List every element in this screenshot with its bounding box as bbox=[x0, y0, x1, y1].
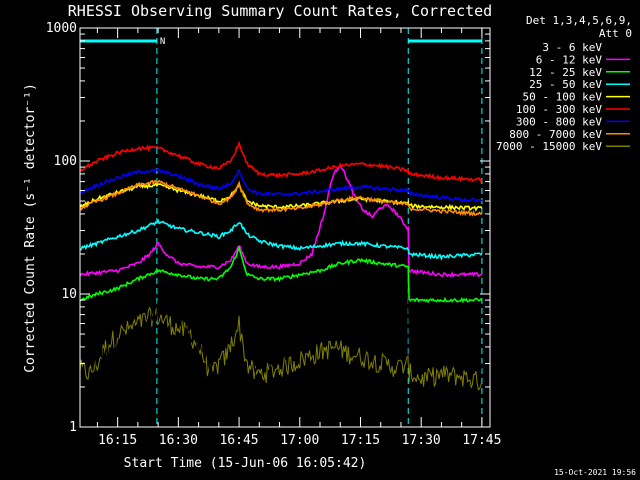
x-tick-label: 17:45 bbox=[462, 433, 501, 448]
series-line bbox=[79, 244, 483, 304]
series-line bbox=[79, 168, 483, 203]
legend-entry-label: 12 - 25 keV bbox=[529, 66, 602, 79]
series-lines bbox=[79, 140, 483, 391]
y-axis-ticks: 1 10 100 1000 bbox=[46, 21, 490, 435]
series-line bbox=[79, 163, 482, 278]
legend-entry-label: 50 - 100 keV bbox=[523, 91, 603, 104]
series-line bbox=[79, 197, 483, 375]
x-axis-ticks: 16:15 16:30 16:45 17:00 17:15 17:30 17:45 bbox=[96, 28, 501, 448]
x-tick-label: 16:15 bbox=[98, 433, 137, 448]
legend-header-line-2: Att 0 bbox=[599, 27, 632, 40]
y-tick-label: 10 bbox=[61, 287, 77, 302]
legend-entry-label: 25 - 50 keV bbox=[529, 78, 602, 91]
y-tick-label: 100 bbox=[54, 154, 77, 169]
legend-entry-label: 100 - 300 keV bbox=[516, 103, 602, 116]
night-bar-label: N bbox=[160, 37, 165, 47]
legend-header-line-1: Det 1,3,4,5,6,9, bbox=[526, 14, 632, 27]
legend-entry-label: 6 - 12 keV bbox=[536, 53, 603, 66]
series-line bbox=[79, 179, 482, 217]
plot-frame bbox=[79, 27, 491, 428]
series-line bbox=[79, 306, 483, 391]
legend-entry-label: 3 - 6 keV bbox=[542, 41, 602, 54]
x-axis-label: Start Time (15-Jun-06 16:05:42) bbox=[124, 456, 367, 471]
series-line bbox=[79, 218, 483, 261]
legend-entry-label: 300 - 800 keV bbox=[516, 115, 602, 128]
x-tick-label: 16:45 bbox=[219, 433, 258, 448]
y-tick-label: 1000 bbox=[46, 21, 77, 36]
y-tick-label: 1 bbox=[69, 420, 77, 435]
chart-title: RHESSI Observing Summary Count Rates, Co… bbox=[68, 2, 492, 20]
x-tick-label: 17:30 bbox=[402, 433, 441, 448]
timestamp: 15-Oct-2021 19:56 bbox=[554, 468, 636, 477]
x-tick-label: 17:00 bbox=[280, 433, 319, 448]
legend-entry-label: 7000 - 15000 keV bbox=[496, 140, 602, 153]
series-line bbox=[79, 140, 483, 184]
y-axis-label: Corrected Count Rate (s⁻¹ detector⁻¹) bbox=[23, 83, 38, 373]
series-line bbox=[79, 181, 483, 212]
legend-entry-label: 800 - 7000 keV bbox=[509, 128, 602, 141]
x-tick-label: 16:30 bbox=[159, 433, 198, 448]
x-tick-label: 17:15 bbox=[341, 433, 380, 448]
